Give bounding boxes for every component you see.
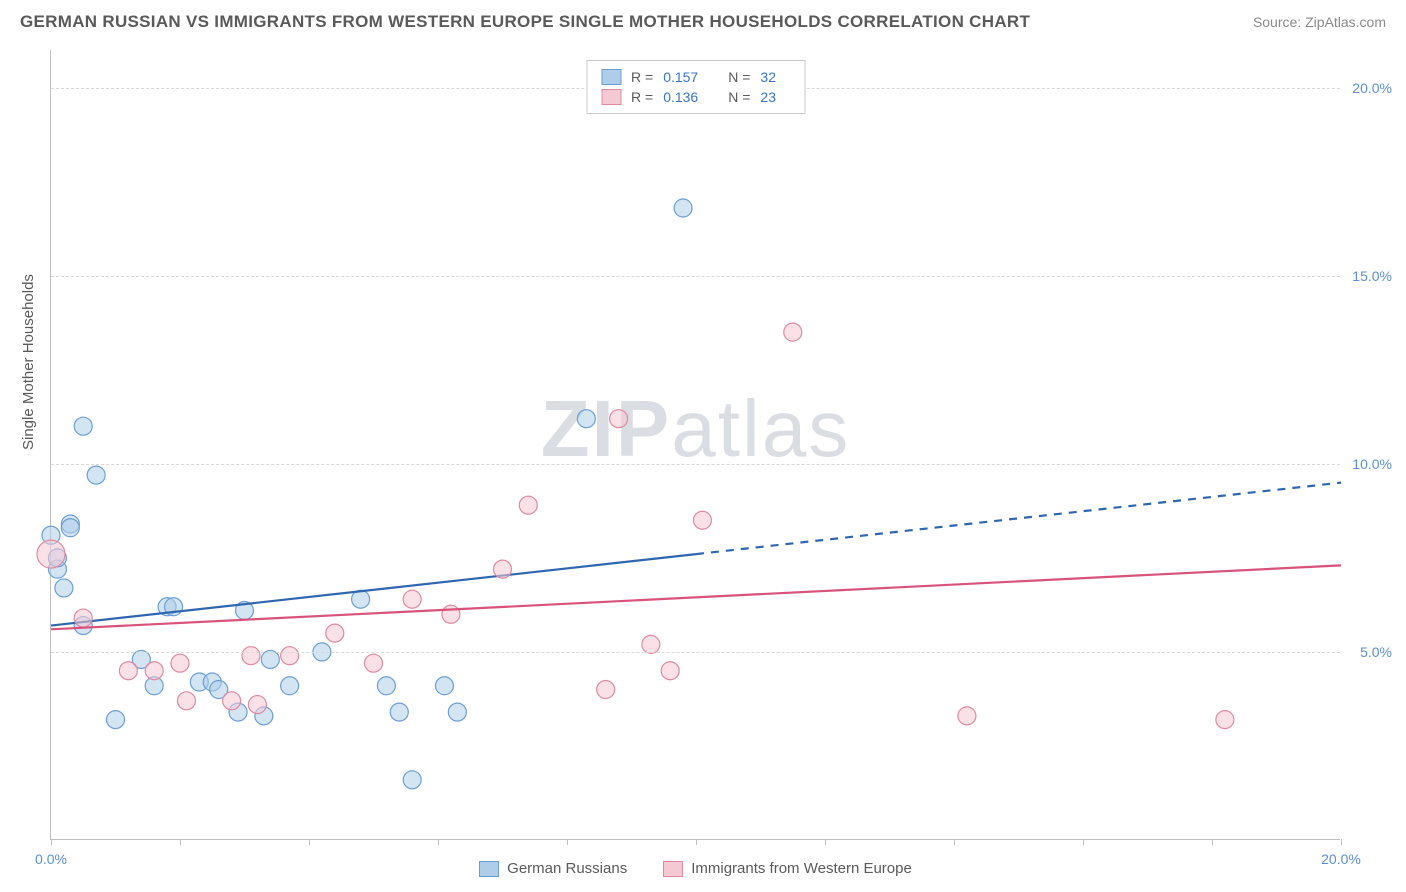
legend-n-label: N = — [728, 69, 750, 85]
legend-swatch — [601, 89, 621, 105]
trend-line — [51, 554, 696, 625]
y-axis-label: Single Mother Households — [20, 274, 37, 450]
legend-series-label: German Russians — [507, 860, 627, 877]
data-point — [642, 635, 660, 653]
data-point — [390, 703, 408, 721]
legend-swatch — [479, 861, 499, 877]
gridline — [51, 652, 1340, 653]
data-point — [171, 654, 189, 672]
trend-line-dashed — [696, 483, 1341, 554]
data-point — [610, 410, 628, 428]
data-point — [177, 692, 195, 710]
legend-stats-row: R = 0.136 N = 23 — [601, 87, 790, 107]
legend-n-value: 23 — [760, 89, 776, 105]
legend-series-item: Immigrants from Western Europe — [663, 860, 912, 877]
data-point — [1216, 711, 1234, 729]
data-point — [597, 681, 615, 699]
data-point — [958, 707, 976, 725]
x-tick — [1083, 839, 1084, 845]
y-tick-label: 20.0% — [1352, 80, 1392, 96]
legend-n-label: N = — [728, 89, 750, 105]
legend-r-value: 0.136 — [663, 89, 698, 105]
data-point — [223, 692, 241, 710]
legend-swatch — [663, 861, 683, 877]
legend-series-label: Immigrants from Western Europe — [691, 860, 912, 877]
x-tick — [954, 839, 955, 845]
gridline — [51, 464, 1340, 465]
data-point — [248, 696, 266, 714]
trend-line — [51, 565, 1341, 629]
legend-stats: R = 0.157 N = 32 R = 0.136 N = 23 — [586, 60, 805, 114]
legend-r-label: R = — [631, 89, 653, 105]
data-point — [107, 711, 125, 729]
legend-series-item: German Russians — [479, 860, 627, 877]
legend-r-label: R = — [631, 69, 653, 85]
data-point — [37, 540, 65, 568]
data-point — [377, 677, 395, 695]
data-point — [365, 654, 383, 672]
x-tick-label: 20.0% — [1321, 851, 1361, 867]
x-tick — [567, 839, 568, 845]
x-tick — [825, 839, 826, 845]
data-point — [145, 662, 163, 680]
plot-region: ZIPatlas R =0.157N =32R =0.136N =23 Germ… — [50, 50, 1340, 840]
x-tick — [309, 839, 310, 845]
data-point — [74, 609, 92, 627]
data-point — [242, 647, 260, 665]
legend-r-value: 0.157 — [663, 69, 698, 85]
data-point — [403, 590, 421, 608]
chart-title: GERMAN RUSSIAN VS IMMIGRANTS FROM WESTER… — [20, 12, 1030, 32]
data-point — [442, 605, 460, 623]
x-tick — [180, 839, 181, 845]
data-point — [281, 677, 299, 695]
data-point — [519, 496, 537, 514]
gridline — [51, 276, 1340, 277]
data-point — [403, 771, 421, 789]
data-point — [448, 703, 466, 721]
data-point — [674, 199, 692, 217]
data-point — [55, 579, 73, 597]
chart-area: ZIPatlas R =0.157N =32R =0.136N =23 Germ… — [50, 50, 1390, 840]
x-tick — [438, 839, 439, 845]
plot-svg — [51, 50, 1340, 839]
x-tick — [1341, 839, 1342, 845]
data-point — [261, 650, 279, 668]
data-point — [61, 519, 79, 537]
y-tick-label: 15.0% — [1352, 268, 1392, 284]
data-point — [494, 560, 512, 578]
data-point — [435, 677, 453, 695]
data-point — [326, 624, 344, 642]
x-tick — [1212, 839, 1213, 845]
data-point — [281, 647, 299, 665]
legend-swatch — [601, 69, 621, 85]
data-point — [74, 417, 92, 435]
data-point — [784, 323, 802, 341]
legend-n-value: 32 — [760, 69, 776, 85]
y-tick-label: 10.0% — [1352, 456, 1392, 472]
data-point — [119, 662, 137, 680]
source-label: Source: ZipAtlas.com — [1253, 14, 1386, 30]
x-tick — [51, 839, 52, 845]
legend-series: German Russians Immigrants from Western E… — [51, 860, 1340, 877]
data-point — [87, 466, 105, 484]
y-tick-label: 5.0% — [1360, 644, 1392, 660]
x-tick-label: 0.0% — [35, 851, 67, 867]
data-point — [577, 410, 595, 428]
data-point — [693, 511, 711, 529]
data-point — [661, 662, 679, 680]
legend-stats-row: R = 0.157 N = 32 — [601, 67, 790, 87]
x-tick — [696, 839, 697, 845]
